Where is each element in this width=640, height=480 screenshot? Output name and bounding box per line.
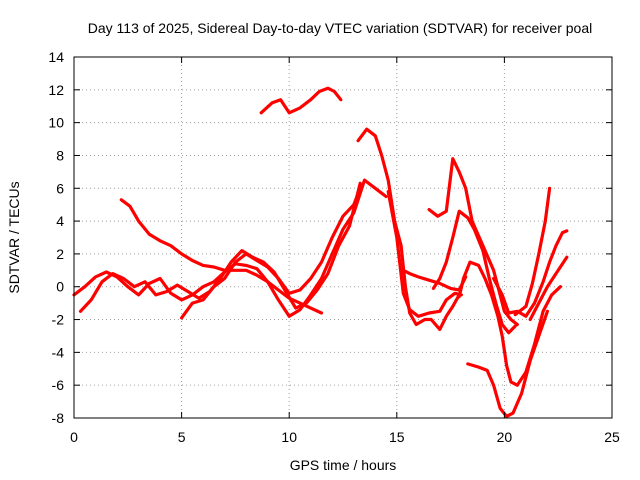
series-line-13 [492, 229, 569, 318]
series-line-8 [401, 268, 468, 292]
y-tick-label: -4 [52, 344, 65, 360]
series-layer [72, 86, 569, 418]
series-line-4 [180, 186, 362, 320]
x-tick-label: 20 [497, 429, 513, 445]
y-tick-label: 8 [56, 147, 64, 163]
x-tick-label: 25 [604, 429, 620, 445]
y-tick-label: 14 [48, 49, 64, 65]
plot-frame [73, 56, 613, 419]
y-tick-label: 6 [56, 180, 64, 196]
y-tick-label: 2 [56, 246, 64, 262]
ticks-layer: 0 5 10 15 20 25 -8 -6 -4 -2 0 2 4 6 8 10 12 14 [48, 49, 620, 445]
series-line-5 [259, 86, 343, 115]
series-line-6 [356, 127, 461, 331]
x-axis-label: GPS time / hours [290, 457, 397, 473]
series-line-14 [513, 186, 552, 317]
x-tick-label: 5 [178, 429, 186, 445]
series-line-3 [119, 198, 324, 315]
y-tick-label: 0 [56, 279, 64, 295]
y-tick-label: 12 [48, 82, 64, 98]
series-line-12 [466, 309, 549, 418]
y-tick-label: -6 [52, 377, 65, 393]
x-tick-label: 10 [281, 429, 297, 445]
series-line-9 [427, 157, 519, 327]
x-tick-label: 0 [70, 429, 78, 445]
series-line-2 [78, 181, 362, 313]
series-line-15 [528, 255, 569, 322]
series-line-7 [386, 190, 463, 318]
x-tick-label: 15 [389, 429, 405, 445]
chart-title: Day 113 of 2025, Sidereal Day-to-day VTE… [88, 20, 592, 36]
y-tick-label: 4 [56, 213, 64, 229]
series-line-11 [457, 260, 562, 387]
series-line-10 [431, 209, 517, 335]
y-tick-label: -8 [52, 410, 65, 426]
y-tick-label: -2 [52, 312, 65, 328]
y-tick-label: 10 [48, 115, 64, 131]
y-axis-label: SDTVAR / TECUs [6, 181, 22, 293]
